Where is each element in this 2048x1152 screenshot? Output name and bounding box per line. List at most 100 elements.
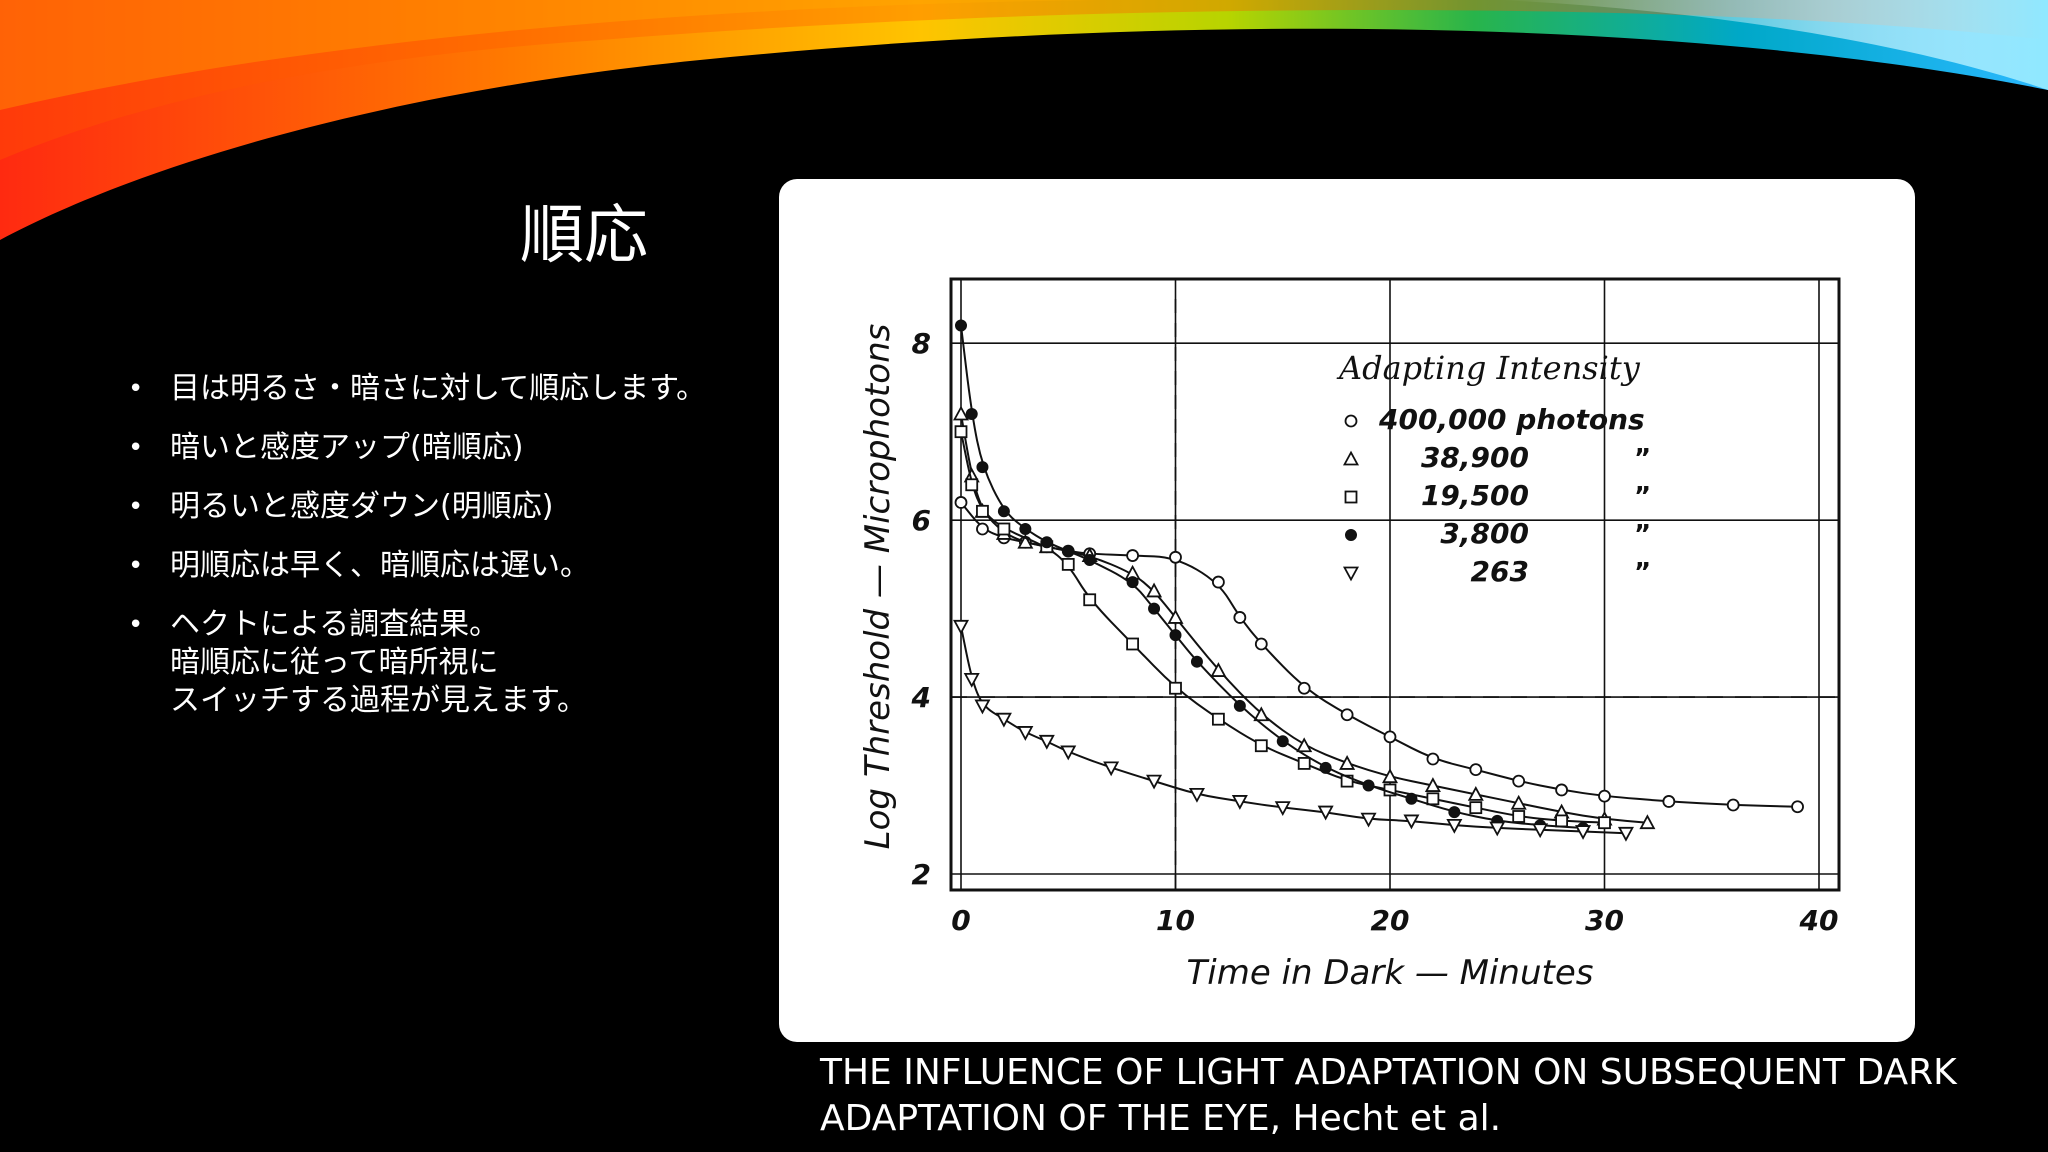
data-point (1211, 712, 1225, 726)
data-point (1512, 810, 1526, 823)
data-point (1448, 806, 1461, 819)
data-point (1210, 662, 1227, 677)
legend-ditto-mark: ” (1634, 520, 1651, 550)
series-line (960, 501, 1798, 808)
data-point (1274, 801, 1291, 817)
bullet-item: 目は明るさ・暗さに対して順応します。 (128, 370, 748, 408)
data-point (1791, 800, 1804, 814)
bullet-text: 明るいと感度ダウン(明順応) (170, 489, 554, 524)
data-point (965, 408, 978, 420)
plot-frame (949, 277, 1841, 892)
bullet-text: ヘクトによる調査結果。 (170, 607, 500, 642)
x-tick-label: 40 (1799, 904, 1839, 937)
data-point (952, 405, 970, 421)
data-point (1276, 735, 1289, 748)
reference-lines (951, 299, 1839, 890)
series-triangle-down (952, 619, 1634, 842)
data-point (976, 504, 989, 518)
data-point (1575, 825, 1592, 840)
legend-marker (1345, 529, 1357, 541)
data-point (1532, 823, 1549, 839)
data-point (1103, 761, 1120, 777)
chart-labels: 0 10 20 30 40 2 4 6 8 Time in Dark — Minutes Log T… (858, 324, 1838, 993)
data-point (1211, 575, 1225, 589)
legend-ditto-mark: ” (1634, 558, 1651, 588)
data-point (1340, 708, 1354, 722)
data-point (965, 478, 979, 492)
data-point (963, 672, 980, 688)
data-point (1467, 785, 1484, 801)
data-point (1231, 795, 1248, 810)
data-point (1083, 593, 1097, 607)
data-point (954, 425, 968, 439)
x-tick-label: 20 (1371, 904, 1410, 937)
data-point (1062, 545, 1075, 558)
data-point (1639, 814, 1656, 830)
data-point (1126, 576, 1139, 589)
chart-axes (949, 277, 1841, 892)
bullet-list: 目は明るさ・暗さに対して順応します。 暗いと感度アップ(暗順応) 明るいと感度ダ… (128, 370, 748, 741)
data-point (1555, 783, 1568, 797)
data-point (955, 319, 967, 332)
data-point (976, 522, 989, 536)
data-point (976, 461, 989, 474)
x-axis-title: Time in Dark — Minutes (1186, 953, 1593, 993)
data-point (1383, 730, 1397, 744)
data-point (1297, 757, 1311, 770)
y-tick-label: 6 (912, 504, 931, 537)
data-point (1038, 734, 1055, 750)
bullet-item: 暗いと感度アップ(暗順応) (128, 429, 748, 467)
chart-series (952, 319, 1804, 842)
data-point (995, 712, 1012, 728)
data-point (1512, 774, 1526, 788)
data-point (1233, 611, 1247, 624)
y-tick-label: 4 (911, 681, 931, 714)
data-point (1253, 706, 1270, 722)
data-point (1233, 699, 1246, 712)
caption-line: ADAPTATION OF THE EYE, Hecht et al. (820, 1098, 1502, 1139)
data-point (954, 496, 968, 509)
data-point (1146, 774, 1163, 790)
data-point (1126, 549, 1140, 562)
bullet-item: ヘクトによる調査結果。 暗順応に従って暗所視に スイッチする過程が見えます。 (128, 606, 748, 720)
data-point (1726, 798, 1740, 812)
data-point (1317, 805, 1334, 821)
y-tick-label: 8 (912, 327, 931, 360)
data-point (1339, 755, 1356, 770)
x-tick-label: 10 (1156, 904, 1195, 937)
legend-label: 263 (1471, 555, 1529, 588)
data-point (1510, 794, 1527, 810)
data-point (1405, 792, 1418, 805)
legend-marker (1344, 490, 1358, 504)
legend-marker (1342, 566, 1360, 582)
bullet-item: 明るいと感度ダウン(明順応) (128, 488, 748, 526)
slide-title: 順応 (520, 199, 648, 273)
caption-line: THE INFLUENCE OF LIGHT ADAPTATION ON SUB… (820, 1052, 1957, 1093)
data-point (952, 619, 970, 635)
data-point (1617, 826, 1634, 842)
legend-ditto-mark: ” (1634, 444, 1651, 474)
legend-marker (1342, 450, 1360, 466)
data-point (1188, 787, 1205, 803)
dark-adaptation-chart: Adapting Intensity 400,000 photons 38,900 ”… (858, 277, 1841, 993)
data-point (1662, 795, 1676, 808)
data-point (1190, 655, 1203, 668)
legend-label: 400,000 photons (1378, 403, 1645, 436)
decorative-banner (0, 0, 2048, 240)
y-axis-title: Log Threshold — Microphotons (858, 324, 898, 850)
figure-caption: THE INFLUENCE OF LIGHT ADAPTATION ON SUB… (820, 1050, 2020, 1142)
data-point (1040, 536, 1053, 549)
data-point (1426, 752, 1440, 766)
data-point (1424, 777, 1441, 792)
series-dot (955, 319, 1590, 834)
legend-marker (1344, 414, 1358, 428)
x-tick-label: 30 (1585, 904, 1624, 937)
data-point (1381, 768, 1399, 784)
data-point (1489, 821, 1506, 837)
data-point (1598, 816, 1611, 830)
legend-title: Adapting Intensity (1336, 349, 1641, 387)
data-point (1017, 726, 1034, 741)
data-point (1060, 745, 1077, 761)
legend-label: 3,800 (1440, 517, 1529, 550)
data-point (1319, 761, 1332, 774)
